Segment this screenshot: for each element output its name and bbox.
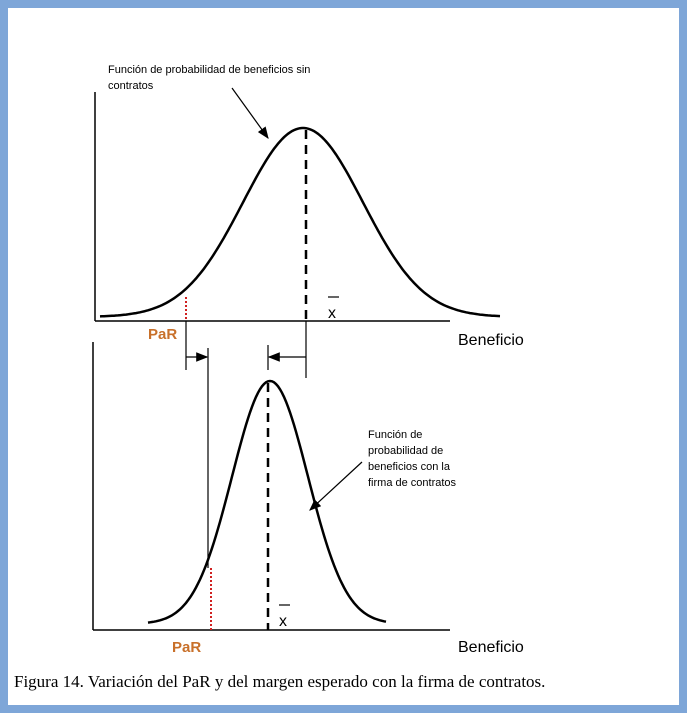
caption: Figura 14. Variación del PaR y del marge…	[14, 672, 545, 691]
par-label: PaR	[148, 326, 177, 343]
bottom-curve-label: Función de	[368, 429, 422, 441]
axes	[92, 92, 450, 631]
axis-label: Beneficio	[458, 332, 524, 349]
mean-label: x	[279, 613, 287, 630]
par-lines	[185, 297, 212, 630]
top-curve-label: Función de probabilidad de beneficios si…	[108, 64, 310, 76]
mean-label: x	[328, 305, 336, 322]
shift-markers	[185, 87, 363, 606]
bottom-curve-label: probabilidad de	[368, 445, 443, 457]
axis-label: Beneficio	[458, 639, 524, 656]
par-label: PaR	[172, 639, 201, 656]
curve-without-contracts	[99, 126, 501, 318]
bottom-curve-label: beneficios con la	[368, 461, 451, 473]
bottom-curve-label: firma de contratos	[368, 477, 457, 489]
mean-lines	[266, 130, 308, 630]
curve-with-contracts	[147, 379, 387, 624]
top-curve-label: contratos	[108, 80, 154, 92]
